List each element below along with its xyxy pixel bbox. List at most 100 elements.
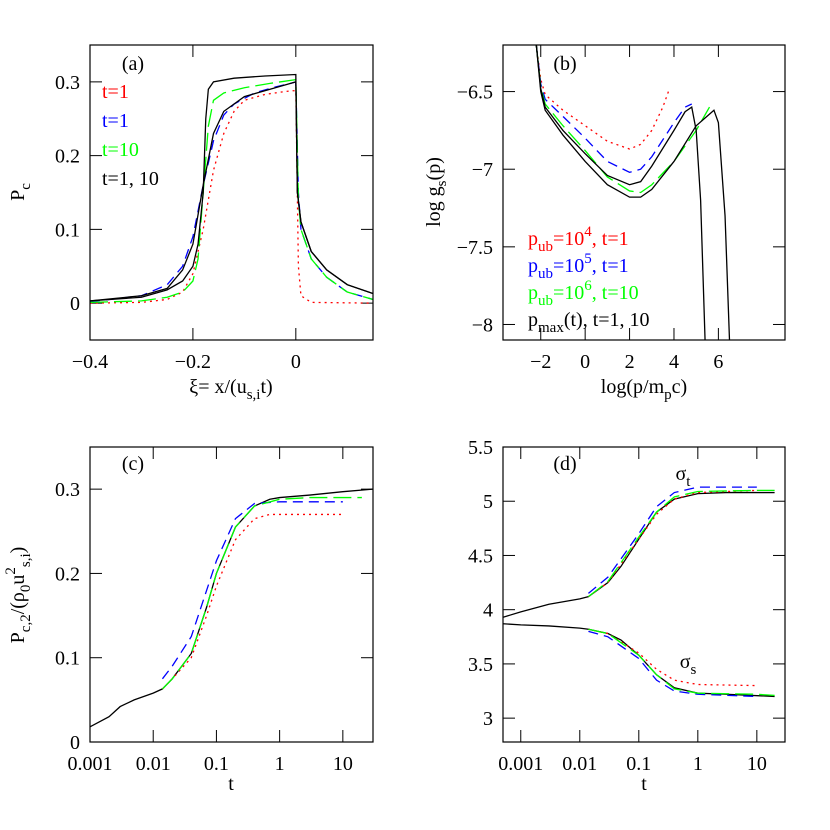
x-axis-label: log(p/mpc) (601, 376, 687, 403)
y-tick-label: −7 (472, 159, 493, 181)
subscript: s (434, 180, 450, 186)
series-line (588, 489, 757, 598)
y-tick-label: 0 (70, 293, 80, 315)
series-line (90, 90, 373, 304)
legend-entry: pub=106, t=10 (528, 278, 639, 309)
x-tick-label: 0.01 (562, 753, 597, 775)
text-part: log(p/m (601, 376, 665, 398)
y-tick-label: −7.5 (457, 237, 493, 259)
x-tick-label: −0.2 (175, 351, 211, 373)
x-tick-label: −2 (530, 351, 551, 373)
text-part: c) (672, 376, 688, 398)
text-part: u (7, 575, 29, 585)
plot-frame (89, 446, 374, 743)
y-tick-label: 3.5 (468, 654, 493, 676)
y-axis-label: Pc (7, 183, 34, 201)
legend-entry: pub=104, t=1 (528, 224, 629, 255)
legend-entry: t=1 (102, 110, 129, 132)
x-tick-label: 0.1 (626, 753, 651, 775)
text-part: (p) (423, 157, 445, 180)
y-axis-label: log gs(p) (423, 157, 450, 227)
plot-frame (502, 44, 786, 341)
y-tick-label: 0.1 (55, 219, 80, 241)
y-tick-label: 0.3 (55, 72, 80, 94)
y-tick-label: 0.1 (55, 648, 80, 670)
series-line (161, 501, 343, 680)
y-tick-label: 0.3 (55, 479, 80, 501)
y-tick-label: 4 (483, 600, 493, 622)
series-line (588, 489, 775, 598)
x-tick-label: 0.1 (204, 753, 229, 775)
legend-entry: t=1, 10 (102, 168, 159, 190)
annotation: σt (676, 463, 692, 490)
text-part: , t=1 (592, 255, 629, 277)
series-line (90, 488, 373, 728)
text-part: , t=10 (592, 282, 639, 304)
panel: 0.001 0.01 0.1 1 1000.10.20.3(c)tPc,2/(ρ0u2s… (3, 446, 374, 795)
series-line (535, 45, 706, 340)
text-part: ξ= x/(u (189, 376, 246, 398)
y-tick-label: 5.5 (468, 437, 493, 459)
x-tick-label: 10 (747, 753, 767, 775)
legend-entry: pub=105, t=1 (528, 251, 629, 282)
text-part: p (528, 228, 538, 250)
superscript: 2 (3, 567, 19, 575)
x-axis-label: ξ= x/(us,it) (189, 376, 272, 403)
legend-entry: pmax(t), t=1, 10 (528, 309, 650, 336)
text-part: σ (680, 651, 691, 673)
text-part: p (528, 309, 538, 331)
legend-entry: t=10 (102, 139, 139, 161)
y-tick-label: −8 (472, 314, 493, 336)
plot-frame (502, 446, 786, 743)
panel-label: (c) (122, 453, 144, 475)
x-axis-label: t (228, 773, 234, 795)
series-line (161, 496, 362, 690)
x-tick-label: 2 (625, 351, 635, 373)
y-tick-label: 0.2 (55, 563, 80, 585)
y-tick-label: 0.2 (55, 146, 80, 168)
subscript: ub (538, 293, 553, 309)
subscript: t (686, 474, 691, 490)
subscript: s (690, 662, 696, 678)
text-part: =10 (553, 255, 584, 277)
series-line (503, 491, 775, 618)
text-part: /(ρ (7, 592, 29, 614)
y-tick-label: 4.5 (468, 545, 493, 567)
series-line (90, 78, 373, 304)
subscript: ub (538, 239, 553, 255)
panel-label: (b) (553, 53, 576, 75)
y-tick-label: 5 (483, 491, 493, 513)
panel-label: (d) (553, 453, 576, 475)
superscript: 5 (584, 251, 592, 267)
subscript: s,i (18, 553, 34, 567)
text-part: t) (260, 376, 272, 398)
subscript: c (18, 183, 34, 190)
series-line (587, 486, 757, 594)
subscript: ub (538, 266, 553, 282)
subscript: s,i (247, 387, 261, 403)
x-tick-label: 0.001 (68, 753, 113, 775)
text-part: (t), t=1, 10 (564, 309, 650, 331)
text-part: σ (676, 463, 687, 485)
superscript: 4 (584, 224, 592, 240)
y-tick-label: −6.5 (457, 82, 493, 104)
x-tick-label: 1 (693, 753, 703, 775)
series-line (503, 623, 775, 698)
subscript: c,2 (18, 614, 34, 632)
y-tick-label: 0 (70, 732, 80, 754)
series-line (161, 513, 343, 690)
panel-label: (a) (122, 53, 144, 75)
superscript: 6 (584, 278, 592, 294)
x-tick-label: 6 (713, 351, 723, 373)
x-tick-label: 1 (275, 753, 285, 775)
text-part: ) (7, 547, 29, 554)
text-part: p (528, 255, 538, 277)
y-axis-label: Pc,2/(ρ0u2s,i) (3, 547, 34, 644)
x-tick-label: 0 (291, 351, 301, 373)
series-line (90, 81, 373, 302)
text-part: log g (423, 186, 445, 227)
y-tick-label: 3 (483, 708, 493, 730)
series-line (535, 45, 693, 174)
